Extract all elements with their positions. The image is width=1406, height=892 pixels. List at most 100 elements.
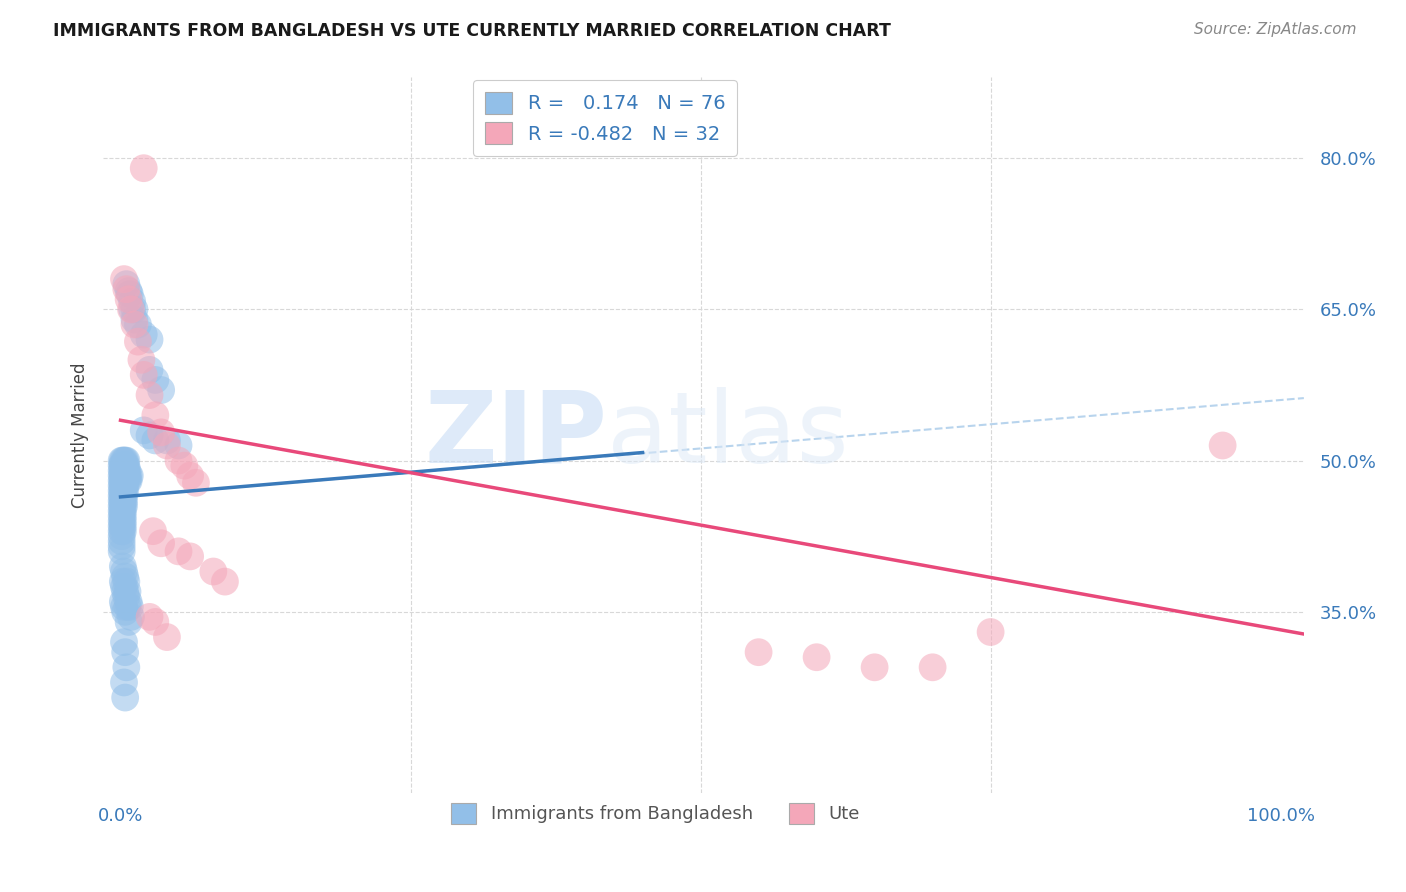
Point (112, 483, 135, 498)
Point (124, 312, 146, 326)
Point (111, 483, 134, 498)
Point (114, 458, 136, 473)
Point (111, 458, 134, 473)
Point (115, 660, 138, 674)
Point (111, 559, 134, 574)
Point (114, 479, 136, 493)
Point (115, 574, 138, 589)
Point (111, 539, 134, 553)
Text: Source: ZipAtlas.com: Source: ZipAtlas.com (1194, 22, 1357, 37)
Point (118, 599, 141, 614)
Point (150, 536, 173, 550)
Point (112, 489, 135, 503)
Point (112, 464, 135, 478)
Point (112, 599, 135, 614)
Point (118, 287, 141, 301)
Point (118, 474, 141, 488)
Point (150, 383, 173, 397)
Point (115, 590, 138, 604)
Point (112, 565, 135, 579)
Point (114, 483, 136, 498)
Point (132, 327, 155, 342)
Point (111, 489, 134, 503)
Point (112, 468, 135, 483)
Point (111, 499, 134, 513)
Point (114, 474, 136, 488)
Point (1258, 857, 1281, 871)
Point (115, 277, 138, 292)
Point (118, 284, 141, 298)
Text: atlas: atlas (607, 387, 849, 483)
Point (112, 453, 135, 467)
Point (117, 599, 139, 614)
Point (143, 409, 166, 423)
Point (173, 458, 195, 473)
Point (143, 615, 166, 629)
Point (111, 474, 134, 488)
Point (114, 464, 136, 478)
Point (115, 453, 138, 467)
Point (127, 334, 149, 349)
Point (117, 464, 139, 478)
Point (132, 368, 155, 382)
Point (179, 468, 201, 483)
Point (132, 423, 155, 437)
Point (156, 438, 179, 452)
Point (114, 468, 136, 483)
Point (111, 479, 134, 493)
Point (112, 479, 135, 493)
Point (118, 615, 141, 629)
Point (806, 650, 828, 665)
Point (115, 464, 138, 478)
Point (112, 458, 135, 473)
Point (138, 333, 160, 347)
Point (131, 352, 153, 367)
Point (111, 595, 134, 609)
Point (114, 584, 136, 599)
Point (111, 519, 134, 533)
Point (111, 504, 134, 518)
Point (111, 514, 134, 528)
Point (127, 318, 149, 332)
Point (202, 565, 225, 579)
Point (111, 474, 134, 488)
Point (124, 302, 146, 317)
Point (115, 458, 138, 473)
Point (156, 630, 179, 644)
Point (114, 605, 136, 619)
Point (115, 468, 138, 483)
Point (112, 675, 135, 690)
Point (120, 610, 142, 624)
Point (112, 474, 135, 488)
Point (111, 509, 134, 524)
Point (118, 468, 141, 483)
Point (748, 645, 770, 659)
Point (111, 524, 134, 538)
Point (118, 468, 141, 483)
Point (114, 569, 136, 583)
Point (132, 161, 155, 176)
Point (111, 524, 134, 538)
Y-axis label: Currently Married: Currently Married (72, 363, 89, 508)
Point (179, 549, 201, 564)
Point (112, 494, 135, 508)
Point (120, 302, 142, 317)
Point (117, 468, 139, 483)
Point (142, 524, 165, 538)
Point (863, 660, 886, 674)
Point (111, 514, 134, 528)
Text: IMMIGRANTS FROM BANGLADESH VS UTE CURRENTLY MARRIED CORRELATION CHART: IMMIGRANTS FROM BANGLADESH VS UTE CURREN… (53, 22, 891, 40)
Point (111, 499, 134, 513)
Point (184, 475, 207, 490)
Point (167, 544, 190, 558)
Point (115, 282, 138, 296)
Point (111, 453, 134, 467)
Point (167, 438, 190, 452)
Point (138, 363, 160, 377)
Point (1212, 438, 1234, 452)
Point (111, 529, 134, 543)
Point (118, 595, 141, 609)
Point (112, 272, 135, 286)
Point (138, 610, 160, 624)
Point (111, 489, 134, 503)
